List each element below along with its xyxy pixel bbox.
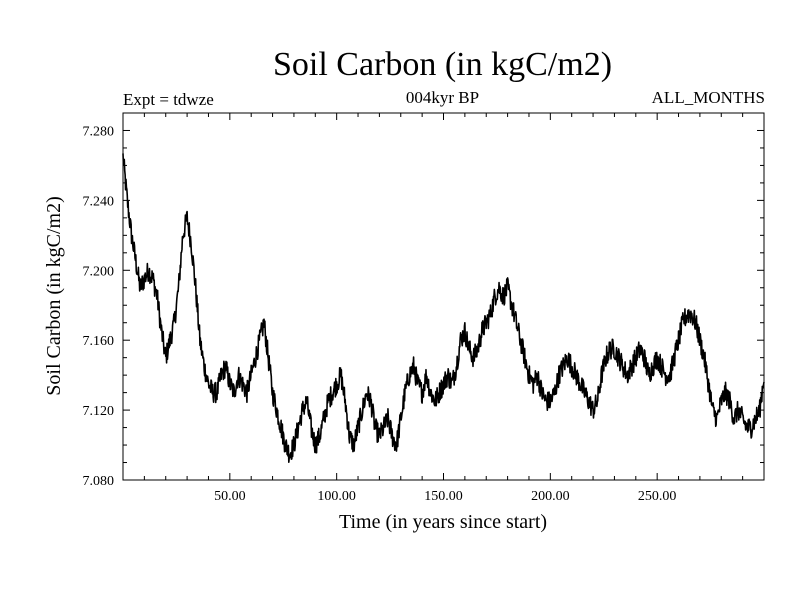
- x-tick-label: 200.00: [531, 489, 570, 504]
- x-tick-label: 250.00: [638, 489, 677, 504]
- y-tick-label: 7.200: [83, 264, 115, 279]
- y-tick-label: 7.280: [83, 124, 115, 139]
- chart-title: Soil Carbon (in kgC/m2): [272, 46, 613, 83]
- y-tick-label: 7.080: [83, 474, 115, 489]
- experiment-label: Expt = tdwze: [123, 90, 214, 109]
- x-axis-label: Time (in years since start): [339, 511, 547, 533]
- y-axis-label: Soil Carbon (in kgC/m2): [43, 196, 65, 395]
- series-line: [122, 153, 765, 463]
- chart-subtitle: 004kyr BP: [405, 88, 480, 107]
- plot-frame: [122, 112, 765, 481]
- period-label: ALL_MONTHS: [651, 88, 765, 107]
- x-tick-label: 150.00: [424, 489, 463, 504]
- series-group: [122, 153, 765, 463]
- y-tick-label: 7.240: [83, 194, 115, 209]
- x-tick-label: 50.00: [214, 489, 246, 504]
- x-tick-label: 100.00: [317, 489, 356, 504]
- ticks-group: 50.00 100.00 150.00 200.00 250.00 7.080 7.120 7…: [83, 112, 764, 504]
- y-tick-label: 7.120: [83, 404, 115, 419]
- y-tick-label: 7.160: [83, 334, 115, 349]
